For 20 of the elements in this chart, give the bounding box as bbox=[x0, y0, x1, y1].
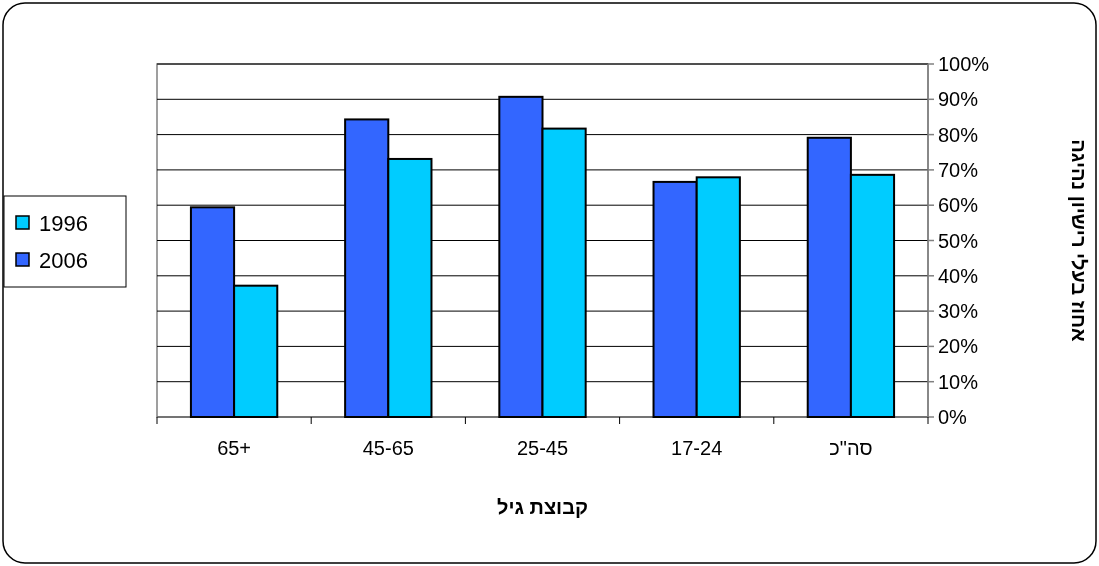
legend-label: 2006 bbox=[39, 248, 88, 273]
x-tick-label: 65+ bbox=[217, 437, 252, 459]
y-axis-title: אחוז בעלי רישיון נהיגה bbox=[1068, 139, 1090, 343]
x-tick-label: 17-24 bbox=[671, 437, 723, 459]
y-tick-label: 80% bbox=[938, 123, 979, 146]
y-tick-label: 100% bbox=[938, 53, 990, 75]
y-tick-label: 0% bbox=[938, 406, 968, 428]
y-tick-label: 20% bbox=[938, 335, 979, 358]
y-tick-label: 60% bbox=[938, 194, 979, 217]
x-axis-title: קבוצת גיל bbox=[496, 496, 589, 518]
y-tick-label: 50% bbox=[938, 229, 979, 252]
legend-label: 1996 bbox=[39, 211, 88, 236]
x-tick-label: סה"כ bbox=[829, 437, 873, 459]
y-tick-label: 70% bbox=[938, 158, 979, 181]
x-tick-label: 25-45 bbox=[516, 437, 569, 459]
y-tick-label: 10% bbox=[938, 370, 979, 393]
y-tick-label: 40% bbox=[938, 264, 979, 287]
y-tick-label: 90% bbox=[938, 88, 979, 111]
y-tick-label: 30% bbox=[938, 300, 979, 323]
x-tick-label: 45-65 bbox=[362, 437, 414, 459]
